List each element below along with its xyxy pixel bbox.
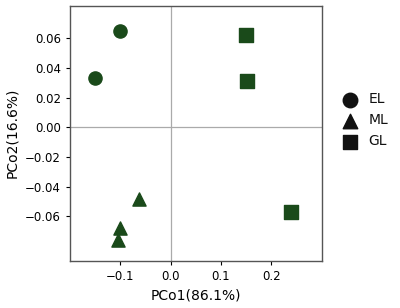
X-axis label: PCo1(86.1%): PCo1(86.1%) bbox=[150, 289, 241, 302]
GL bbox=[244, 79, 250, 84]
ML bbox=[117, 226, 124, 231]
ML bbox=[115, 237, 121, 242]
ML bbox=[136, 196, 142, 201]
Legend: EL, ML, GL: EL, ML, GL bbox=[331, 87, 394, 154]
GL bbox=[243, 33, 249, 38]
GL bbox=[288, 209, 295, 214]
EL bbox=[92, 76, 98, 81]
EL bbox=[117, 28, 124, 33]
Y-axis label: PCo2(16.6%): PCo2(16.6%) bbox=[6, 88, 20, 178]
